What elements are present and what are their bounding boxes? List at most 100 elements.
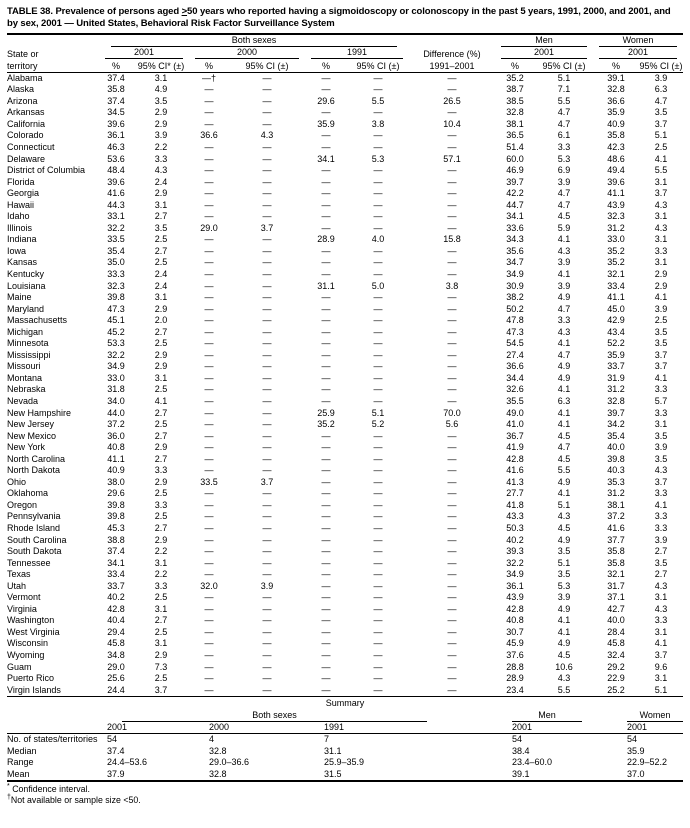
value-cell: — (262, 661, 272, 672)
value-cell: 38.1 (607, 499, 625, 510)
summary-men: Men (512, 710, 627, 722)
value-cell: 31.2 (607, 222, 625, 233)
value-cell: 34.9 (107, 361, 125, 372)
value-cell: — (447, 396, 457, 406)
state-rows: Alabama 37.4 3.1 —† — — — —35.2 5.1 39.1 3.9 Alaska… (7, 72, 683, 696)
summary-year-2001: 2001 (107, 721, 209, 735)
table-header: Both sexes Men Women State or 2001 2000 … (7, 34, 684, 73)
value-cell: — (204, 257, 214, 268)
value-cell: — (262, 107, 272, 118)
value-cell: 4.5 (557, 211, 571, 222)
value-cell: — (262, 557, 272, 568)
value-cell: 34.0 (107, 396, 125, 406)
value-cell: — (262, 430, 272, 441)
value-cell: 5.3 (371, 153, 385, 164)
value-cell: 5.3 (557, 153, 571, 164)
value-cell: 28.9 (506, 673, 524, 684)
value-cell: 33.0 (607, 234, 625, 245)
value-cell: — (321, 603, 331, 614)
header-year-2000: 2000 (189, 47, 305, 60)
value-cell: 34.5 (107, 107, 125, 118)
value-cell: 24.4–53.6 (107, 757, 148, 768)
row-label-cell: Nevada (7, 396, 39, 406)
row-label-cell: Mean (7, 768, 30, 779)
header-men-year: 2001 (495, 47, 593, 60)
value-cell: — (262, 72, 272, 83)
value-cell: 37.4 (107, 546, 125, 557)
value-cell: 3.9 (260, 580, 274, 591)
row-label-cell: Guam (7, 661, 32, 672)
state-row: Virgin Islands 24.4 3.7 — — — — — 23.4 5.5 25.2 5.1 (7, 685, 683, 697)
value-cell: — (204, 338, 214, 349)
value-cell: 2.7 (154, 430, 168, 441)
value-cell: 49.4 (607, 165, 625, 176)
value-cell: 4.3 (260, 130, 274, 141)
state-row: New Jersey 37.2 2.5 — — 35.2 5.2 5.6 41.0 4.1 34.2… (7, 419, 683, 431)
value-cell: 4.1 (654, 153, 668, 164)
value-cell: 34.4 (506, 372, 524, 383)
value-cell: — (321, 476, 331, 487)
value-cell: 7.3 (154, 661, 168, 672)
row-label-cell: Massachusetts (7, 315, 68, 326)
value-cell: — (262, 569, 272, 580)
value-cell: 33.4 (607, 280, 625, 291)
value-cell: — (321, 361, 331, 372)
value-cell: — (262, 234, 272, 245)
value-cell: 37.2 (607, 511, 625, 522)
value-cell: 41.1 (107, 453, 125, 464)
value-cell: 2.5 (154, 673, 168, 684)
value-cell: — (373, 326, 383, 337)
value-cell: 35.8 (607, 546, 625, 557)
row-label-cell: Florida (7, 176, 35, 187)
value-cell: 3.9 (654, 442, 668, 453)
value-cell: — (262, 396, 272, 406)
summary-year-spacer (7, 721, 107, 735)
value-cell: — (262, 245, 272, 256)
value-cell: 2.4 (154, 268, 168, 279)
value-cell: 4.1 (557, 338, 571, 349)
value-cell: — (204, 419, 214, 430)
value-cell: — (447, 453, 457, 464)
row-label-cell: District of Columbia (7, 165, 86, 176)
value-cell: 2.5 (154, 419, 168, 430)
row-label-cell: Oregon (7, 499, 38, 510)
state-row: Alabama 37.4 3.1 —† — — — — 35.2 5.1 39.1 3.9 (7, 72, 683, 84)
state-row: Tennessee 34.1 3.1 — — — — — 32.2 5.1 35.8 3.5 (7, 558, 683, 570)
state-row: Texas 33.4 2.2 — — — — — 34.9 3.5 32.1 2.7 (7, 569, 683, 581)
state-row: Minnesota 53.3 2.5 — — — — — 54.5 4.1 52.2 3.5 (7, 338, 683, 350)
value-cell: 3.7 (260, 222, 274, 233)
value-cell: 52.2 (607, 338, 625, 349)
value-cell: — (447, 72, 457, 83)
summary-spacer-mid (442, 710, 512, 722)
state-row: Arkansas 34.5 2.9 — — — — — 32.8 4.7 35.9 3.5 (7, 107, 683, 119)
value-cell: — (447, 338, 457, 349)
value-cell: — (262, 292, 272, 303)
value-cell: 31.1 (324, 745, 342, 756)
summary-year-men: 2001 (512, 721, 627, 735)
value-cell: — (204, 245, 214, 256)
value-cell: 39.3 (506, 546, 524, 557)
value-cell: 25.9 (317, 407, 335, 418)
value-cell: 35.0 (107, 257, 125, 268)
row-label-cell: Arkansas (7, 107, 45, 118)
state-row: Vermont 40.2 2.5 — — — — — 43.9 3.9 37.1 3.1 (7, 592, 683, 604)
row-label-cell: Washington (7, 615, 55, 626)
value-cell: 3.1 (154, 372, 168, 383)
value-cell: 3.7 (654, 349, 668, 360)
value-cell: — (262, 338, 272, 349)
value-cell: — (321, 511, 331, 522)
value-cell: 70.0 (443, 407, 461, 418)
value-cell: 47.8 (506, 315, 524, 326)
value-cell: 3.9 (557, 592, 571, 603)
state-row: Alaska 35.8 4.9 — — — — — 38.7 7.1 32.8 6.3 (7, 84, 683, 96)
value-cell: — (373, 165, 383, 176)
value-cell: — (373, 546, 383, 557)
value-cell: — (447, 557, 457, 568)
value-cell: — (204, 280, 214, 291)
value-cell: 44.0 (107, 407, 125, 418)
value-cell: 31.2 (607, 488, 625, 499)
value-cell: — (262, 268, 272, 279)
value-cell: — (204, 326, 214, 337)
value-cell: — (262, 303, 272, 314)
value-cell: 38.1 (506, 118, 524, 129)
